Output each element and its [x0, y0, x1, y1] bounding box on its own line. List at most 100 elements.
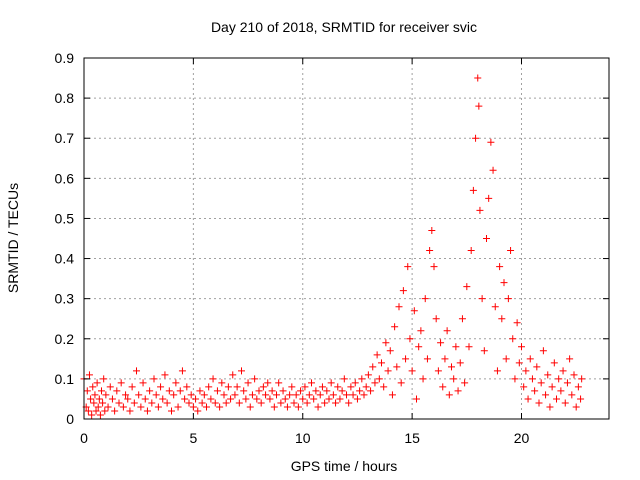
y-tick-label: 0.5	[55, 210, 75, 226]
data-point	[423, 355, 431, 363]
data-point	[122, 391, 130, 399]
data-point	[137, 403, 145, 411]
data-point	[95, 395, 103, 403]
data-point	[375, 375, 383, 383]
y-tick-label: 0.6	[55, 170, 75, 186]
y-tick-label: 0.4	[55, 251, 75, 267]
data-point	[332, 399, 340, 407]
data-point	[574, 383, 582, 391]
data-point	[535, 399, 543, 407]
data-point	[572, 403, 580, 411]
data-point	[360, 391, 368, 399]
data-point	[257, 399, 265, 407]
data-point	[172, 379, 180, 387]
plot-border	[83, 57, 610, 420]
data-point	[213, 387, 221, 395]
data-point	[413, 395, 420, 403]
data-point	[240, 387, 248, 395]
data-point	[515, 359, 523, 367]
data-point	[356, 387, 364, 395]
data-point	[124, 395, 132, 403]
data-point	[235, 399, 243, 407]
data-point	[546, 403, 554, 411]
data-point	[498, 315, 506, 323]
data-point	[454, 387, 462, 395]
data-point	[434, 367, 442, 375]
data-point	[253, 395, 261, 403]
data-point	[251, 375, 259, 383]
data-point	[559, 367, 567, 375]
data-point	[469, 186, 477, 194]
data-point	[218, 379, 226, 387]
data-point	[176, 387, 184, 395]
data-point	[146, 387, 154, 395]
data-point	[98, 387, 105, 395]
data-point	[325, 395, 333, 403]
data-point	[157, 383, 165, 391]
data-point	[323, 387, 331, 395]
data-point	[303, 399, 311, 407]
data-point	[364, 371, 372, 379]
data-point	[518, 343, 525, 351]
tick-labels: 0 5 10 15 20 0 0.1 0.2 0.3 0.4 0.5 0.6 0.7 0.8 0.9	[55, 50, 530, 446]
data-point	[85, 371, 93, 379]
data-point	[290, 399, 298, 407]
data-point	[310, 395, 318, 403]
data-point	[286, 391, 294, 399]
data-point	[198, 399, 206, 407]
data-point	[321, 399, 329, 407]
data-point	[417, 327, 425, 335]
data-point	[161, 371, 169, 379]
data-point	[244, 379, 252, 387]
data-point	[259, 383, 267, 391]
data-point	[222, 399, 230, 407]
data-point	[94, 403, 102, 411]
data-point	[336, 395, 344, 403]
data-point	[102, 391, 110, 399]
data-point	[415, 343, 423, 351]
data-point	[478, 295, 486, 303]
data-point	[185, 399, 193, 407]
grid	[84, 58, 609, 419]
y-axis-label: SRMTID / TECUs	[5, 183, 21, 293]
data-point	[242, 395, 250, 403]
data-point	[168, 407, 175, 415]
data-point	[101, 407, 109, 415]
data-point	[178, 367, 186, 375]
data-point	[491, 303, 499, 311]
data-point	[281, 395, 289, 403]
data-point	[216, 403, 224, 411]
y-tick-label: 0.3	[55, 291, 75, 307]
data-point	[520, 383, 528, 391]
x-tick-label: 5	[189, 430, 197, 446]
data-point	[96, 411, 104, 419]
data-point	[275, 379, 283, 387]
data-point	[327, 379, 335, 387]
data-point	[483, 235, 490, 242]
y-tick-label: 0.2	[55, 331, 75, 347]
y-tick-label: 0.7	[55, 130, 75, 146]
data-point	[563, 379, 571, 387]
data-point	[382, 339, 390, 347]
data-point	[568, 391, 576, 399]
data-point	[441, 355, 449, 363]
data-point	[362, 383, 370, 391]
data-point	[238, 367, 245, 375]
data-point	[533, 363, 541, 371]
data-point	[406, 335, 414, 343]
data-point	[487, 138, 495, 146]
data-point	[154, 403, 162, 411]
data-point	[358, 375, 366, 383]
data-point	[402, 355, 410, 363]
data-point	[262, 391, 270, 399]
data-point	[507, 247, 515, 255]
data-point	[133, 367, 140, 375]
data-point	[108, 395, 116, 403]
y-tick-label: 0.1	[55, 371, 75, 387]
data-point	[399, 287, 407, 295]
data-point	[408, 367, 416, 375]
data-point	[266, 395, 274, 403]
data-point	[318, 383, 326, 391]
data-point	[92, 407, 100, 415]
data-point	[99, 399, 107, 407]
